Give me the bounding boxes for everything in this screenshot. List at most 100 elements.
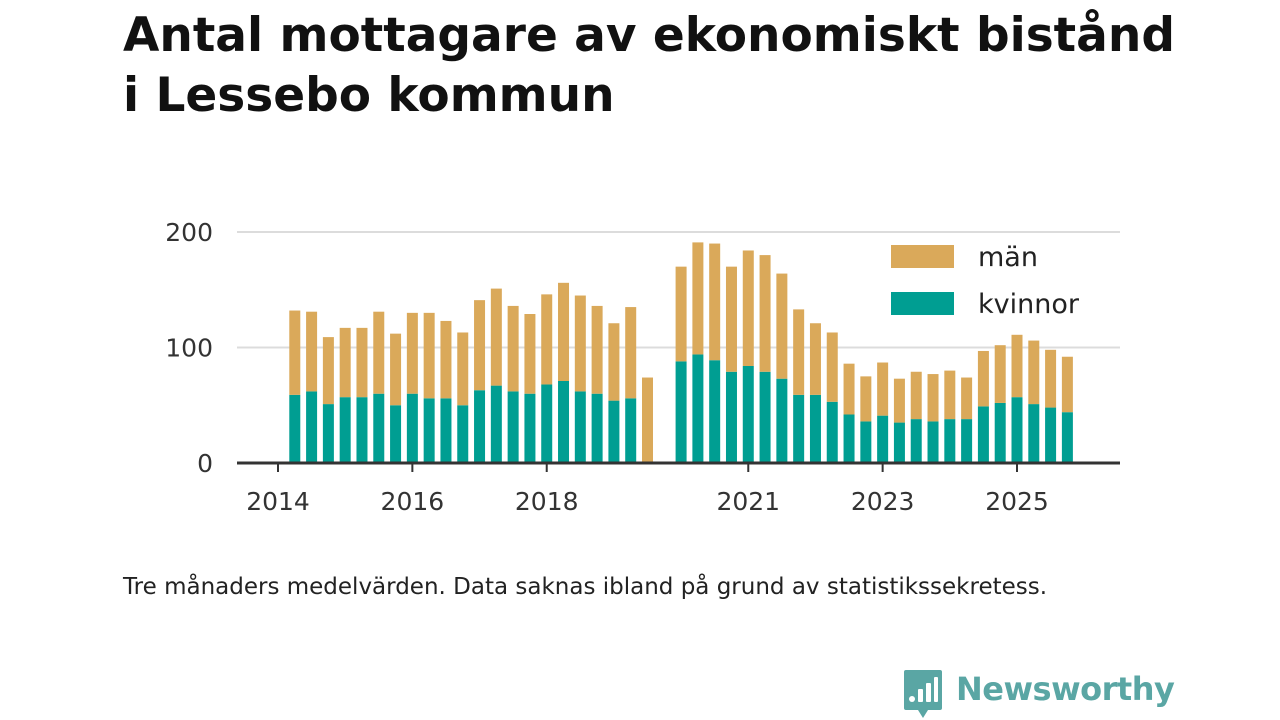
bar-kvinnor-8 (423, 398, 435, 463)
bar-man-9 (440, 320, 452, 399)
bar-kvinnor-27 (742, 365, 754, 463)
bar-man-35 (877, 362, 889, 416)
chart-title: Antal mottagare av ekonomiskt bistånd i … (123, 6, 1223, 126)
bar-man-43 (1011, 334, 1023, 398)
bar-kvinnor-0 (289, 394, 301, 463)
x-tick-label-2021: 2021 (716, 487, 780, 516)
bar-kvinnor-10 (457, 405, 469, 463)
bar-man-37 (910, 371, 922, 420)
newsworthy-brand-name: Newsworthy (956, 670, 1175, 708)
bar-kvinnor-28 (759, 371, 771, 463)
x-tick-label-2018: 2018 (515, 487, 579, 516)
bar-kvinnor-9 (440, 398, 452, 463)
bar-man-0 (289, 310, 301, 395)
chart-title-line-2: i Lessebo kommun (123, 68, 615, 123)
chart-title-line-1: Antal mottagare av ekonomiskt bistånd (123, 8, 1175, 63)
bar-kvinnor-30 (793, 394, 805, 463)
bar-man-13 (507, 305, 519, 392)
bar-kvinnor-44 (1028, 404, 1040, 463)
x-tick-label-2023: 2023 (851, 487, 915, 516)
bar-kvinnor-37 (910, 419, 922, 463)
bar-kvinnor-39 (944, 419, 956, 463)
legend-swatch-1 (891, 292, 954, 315)
legend: män kvinnor (878, 234, 1098, 328)
bar-kvinnor-4 (356, 397, 368, 463)
bar-kvinnor-32 (826, 401, 838, 463)
bar-kvinnor-16 (558, 380, 570, 463)
bar-series (289, 242, 1073, 463)
bar-kvinnor-6 (390, 405, 402, 463)
bar-man-18 (591, 305, 603, 394)
bar-man-19 (608, 323, 620, 401)
bar-man-44 (1028, 340, 1040, 405)
bar-man-15 (541, 294, 553, 385)
bar-kvinnor-31 (809, 394, 821, 463)
bar-man-16 (558, 282, 570, 381)
bar-kvinnor-40 (961, 419, 973, 463)
bar-kvinnor-2 (322, 404, 334, 463)
y-tick-label-100: 100 (165, 334, 213, 363)
bar-kvinnor-29 (776, 378, 788, 463)
bar-kvinnor-35 (877, 415, 889, 463)
bar-man-23 (675, 266, 687, 362)
bar-man-31 (809, 323, 821, 395)
y-tick-label-200: 200 (165, 218, 213, 247)
bar-man-17 (574, 295, 586, 392)
bar-kvinnor-34 (860, 421, 872, 463)
bar-man-6 (390, 333, 402, 406)
newsworthy-logo-icon (904, 670, 942, 718)
bar-man-7 (406, 312, 418, 394)
chart-caption: Tre månaders medelvärden. Data saknas ib… (123, 574, 1048, 600)
bar-kvinnor-46 (1061, 412, 1073, 463)
bar-kvinnor-15 (541, 384, 553, 463)
bar-kvinnor-45 (1045, 407, 1057, 463)
bar-kvinnor-23 (675, 361, 687, 463)
x-tick-label-2025: 2025 (985, 487, 1049, 516)
bar-man-45 (1045, 349, 1057, 408)
legend-label-1: kvinnor (978, 289, 1080, 320)
bar-man-4 (356, 327, 368, 398)
bar-man-11 (474, 300, 486, 391)
x-tick-label-2016: 2016 (381, 487, 445, 516)
bar-kvinnor-14 (524, 393, 536, 463)
axes: 0 100 200 2014 2016 2018 2021 2023 2025 (165, 218, 1120, 516)
bar-kvinnor-13 (507, 391, 519, 463)
bar-kvinnor-1 (306, 391, 318, 463)
bar-man-27 (742, 250, 754, 366)
bar-man-20 (625, 307, 637, 399)
bar-kvinnor-38 (927, 421, 939, 463)
bar-kvinnor-7 (406, 393, 418, 463)
bar-man-10 (457, 332, 469, 406)
bar-kvinnor-18 (591, 393, 603, 463)
bar-man-25 (709, 243, 721, 361)
legend-swatch-0 (891, 245, 954, 268)
bar-man-40 (961, 377, 973, 420)
x-tick-label-2014: 2014 (246, 487, 310, 516)
bar-man-26 (725, 266, 737, 372)
bar-kvinnor-19 (608, 400, 620, 463)
bar-man-24 (692, 242, 704, 355)
newsworthy-brand[interactable]: Newsworthy (902, 668, 1175, 720)
bar-kvinnor-42 (994, 402, 1006, 463)
bar-kvinnor-36 (893, 422, 905, 463)
bar-man-46 (1061, 356, 1073, 413)
legend-label-0: män (978, 242, 1038, 273)
bar-man-12 (490, 288, 502, 386)
bar-man-8 (423, 312, 435, 399)
y-tick-label-0: 0 (197, 449, 213, 478)
bar-man-34 (860, 376, 872, 422)
bar-man-29 (776, 273, 788, 379)
bar-kvinnor-5 (373, 393, 385, 463)
bar-man-36 (893, 378, 905, 423)
bar-man-42 (994, 345, 1006, 403)
bar-man-41 (977, 350, 989, 407)
bar-man-32 (826, 332, 838, 402)
bar-kvinnor-11 (474, 390, 486, 463)
bar-kvinnor-12 (490, 385, 502, 463)
bar-man-30 (793, 309, 805, 395)
bar-man-33 (843, 363, 855, 415)
bar-kvinnor-3 (339, 397, 351, 463)
bar-man-14 (524, 314, 536, 394)
bar-kvinnor-43 (1011, 397, 1023, 463)
bar-kvinnor-25 (709, 360, 721, 463)
